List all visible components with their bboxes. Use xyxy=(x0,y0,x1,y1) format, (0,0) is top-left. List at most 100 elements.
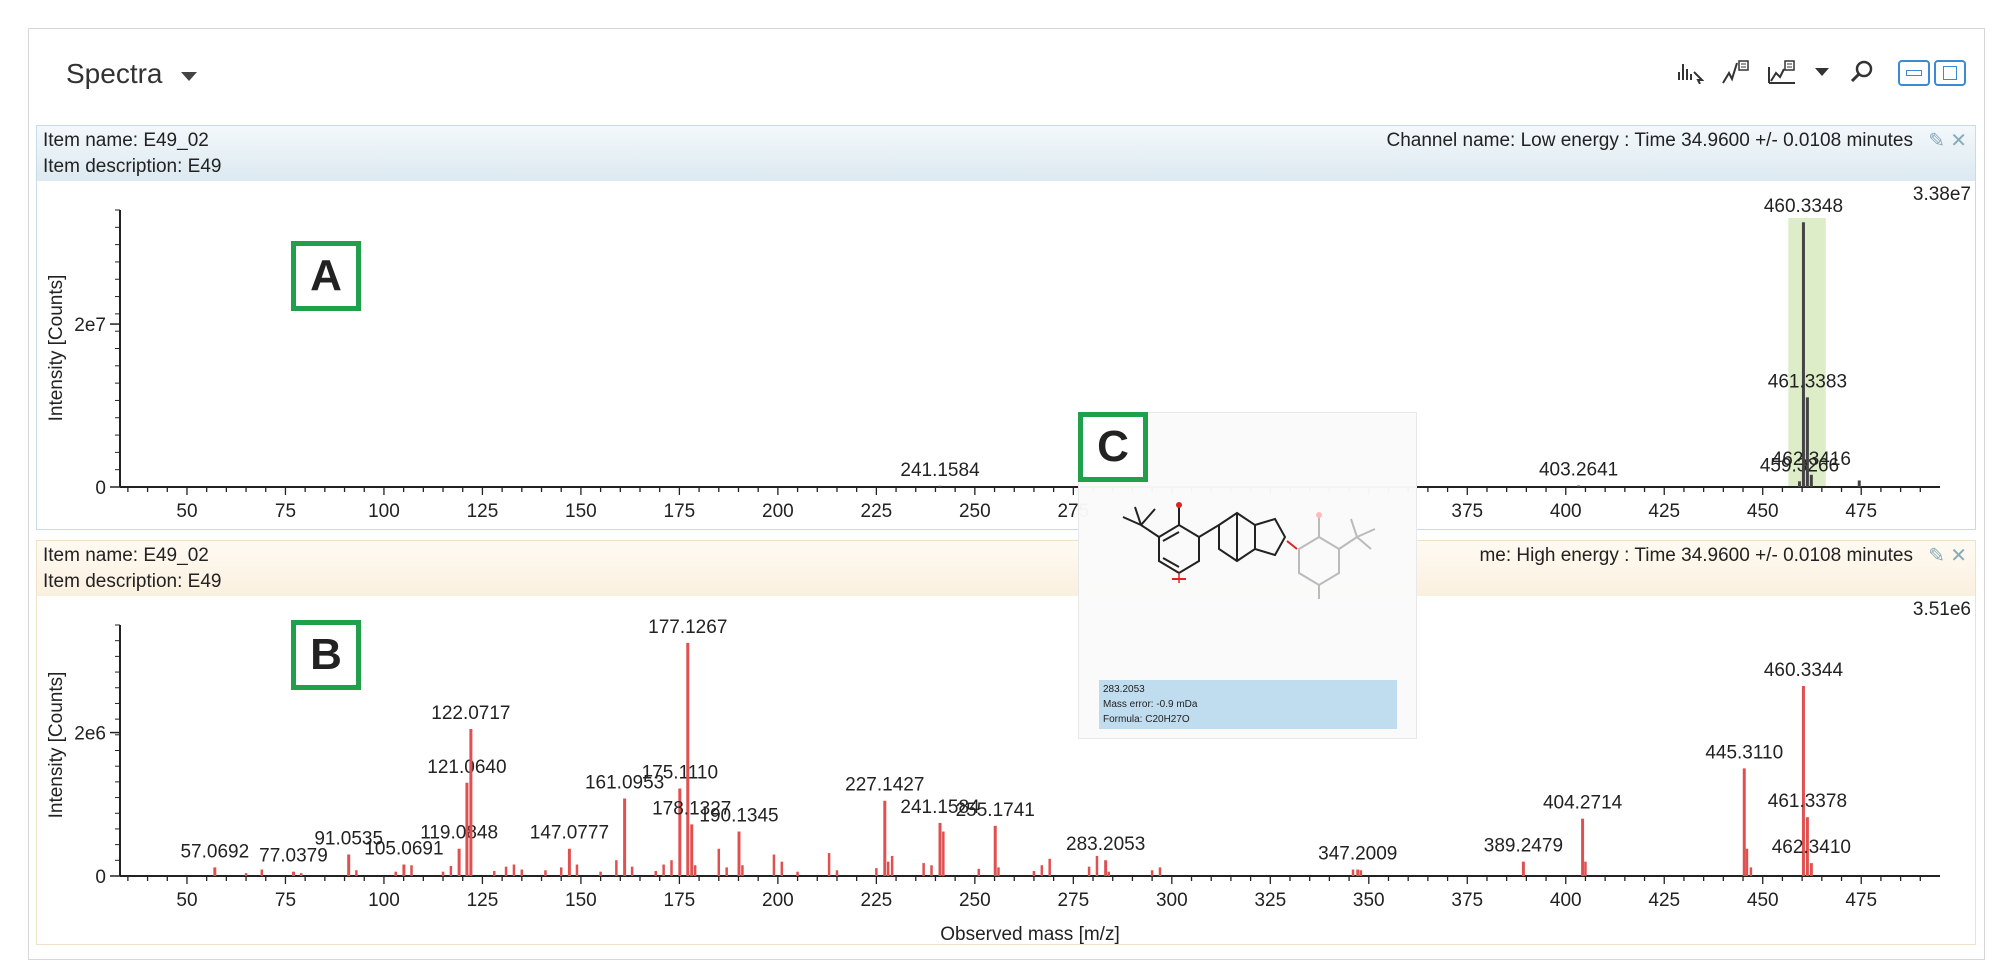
x-tick-label: 200 xyxy=(762,501,794,522)
max-intensity: 3.51e6 xyxy=(1912,599,1971,620)
x-tick-label: 350 xyxy=(1353,890,1385,911)
max-intensity: 3.38e7 xyxy=(1912,184,1971,205)
x-tick-label: 275 xyxy=(1057,890,1089,911)
peak-label: 462.3410 xyxy=(1772,837,1851,858)
x-tick-label: 425 xyxy=(1648,501,1680,522)
chart-low-energy: 50 75 100 125 150 175 200 225 250 275 375 400 425 450… xyxy=(46,196,1940,522)
item-description: Item description: E49 xyxy=(43,571,222,592)
peak-label: 389.2479 xyxy=(1484,836,1563,857)
peak-label: 241.1584 xyxy=(900,460,980,481)
chevron-down-icon xyxy=(180,71,197,81)
spectra-dropdown[interactable]: Spectra xyxy=(66,58,197,90)
item-name: Item name: E49_02 xyxy=(43,130,209,151)
x-tick-label: 75 xyxy=(275,890,296,911)
chart-high-energy: 50 75 100 125 150 175 200 225 250 275 300 325 350 375… xyxy=(46,617,1940,945)
x-tick-label: 50 xyxy=(176,501,197,522)
x-tick-label: 125 xyxy=(467,890,499,911)
restore-icon[interactable] xyxy=(1934,60,1966,86)
y-tick-label: 0 xyxy=(95,867,106,888)
peak-label: 178.1327 xyxy=(652,798,731,819)
close-icon[interactable]: ✕ xyxy=(1950,545,1967,567)
peak-label: 177.1267 xyxy=(648,617,727,638)
x-tick-label: 225 xyxy=(861,501,893,522)
x-tick-label: 100 xyxy=(368,890,400,911)
x-tick-label: 400 xyxy=(1550,890,1582,911)
x-tick-label: 475 xyxy=(1845,890,1877,911)
peak-label: 461.3383 xyxy=(1768,371,1847,392)
peak-label: 241.1584 xyxy=(900,797,980,818)
x-tick-label: 200 xyxy=(762,890,794,911)
peak-label: 77.0379 xyxy=(259,846,328,867)
fragment-mass: 283.2053 xyxy=(1103,684,1145,695)
peak-label: 462.3416 xyxy=(1772,449,1851,470)
x-tick-label: 175 xyxy=(664,501,696,522)
peak-label: 119.0848 xyxy=(420,823,498,844)
x-tick-label: 225 xyxy=(861,890,893,911)
close-icon[interactable]: ✕ xyxy=(1950,130,1967,152)
x-tick-label: 125 xyxy=(467,501,499,522)
peak-label: 105.0691 xyxy=(364,839,443,860)
structure-info: 283.2053 Mass error: -0.9 mDa Formula: C… xyxy=(1099,680,1397,729)
x-axis-label: Observed mass [m/z] xyxy=(940,924,1120,945)
y-tick-label: 2e7 xyxy=(74,315,106,336)
x-tick-label: 175 xyxy=(664,890,696,911)
x-tick-label: 450 xyxy=(1747,890,1779,911)
channel-name: Channel name: Low energy : Time 34.9600 … xyxy=(1386,130,1913,151)
formula: Formula: C20H27O xyxy=(1103,714,1190,725)
x-tick-label: 300 xyxy=(1156,890,1188,911)
x-tick-label: 75 xyxy=(275,501,296,522)
peak-label: 460.3348 xyxy=(1764,196,1843,217)
mass-error: Mass error: -0.9 mDa xyxy=(1103,699,1198,710)
peak-label: 57.0692 xyxy=(180,841,249,862)
peak-label: 403.2641 xyxy=(1539,460,1618,481)
spectrum-panel-low-energy: Item name: E49_02 Item description: E49 … xyxy=(36,125,1976,530)
peak-label: 121.0640 xyxy=(427,757,506,778)
item-description: Item description: E49 xyxy=(43,156,222,177)
peak-label: 461.3378 xyxy=(1768,791,1847,812)
panel-label-c: C xyxy=(1078,412,1148,482)
peak-label: 283.2053 xyxy=(1066,834,1145,855)
y-tick-label: 0 xyxy=(95,478,106,499)
item-name: Item name: E49_02 xyxy=(43,545,209,566)
zoom-icon[interactable] xyxy=(1847,58,1877,86)
peak-label: 190.1345 xyxy=(699,806,778,827)
channel-name: me: High energy : Time 34.9600 +/- 0.010… xyxy=(1479,545,1913,566)
peak-label: 175.1110 xyxy=(642,763,718,784)
y-tick-label: 2e6 xyxy=(74,724,106,745)
peak-label: 161.0953 xyxy=(585,773,664,794)
y-axis-label: Intensity [Counts] xyxy=(46,672,67,819)
peak-label: 227.1427 xyxy=(845,775,924,796)
window-controls xyxy=(1898,60,1966,86)
x-tick-label: 250 xyxy=(959,501,991,522)
peak-list-icon[interactable] xyxy=(1721,58,1751,86)
pin-icon[interactable]: ✎ xyxy=(1928,130,1945,152)
dropdown-icon[interactable] xyxy=(1813,58,1831,86)
panel-label-a: A xyxy=(291,241,361,311)
x-tick-label: 425 xyxy=(1648,890,1680,911)
x-tick-label: 50 xyxy=(176,890,197,911)
spectrum-select-icon[interactable] xyxy=(1675,58,1705,86)
peak-label: 347.2009 xyxy=(1318,844,1397,865)
x-tick-label: 250 xyxy=(959,890,991,911)
peak-label: 460.3344 xyxy=(1764,660,1844,681)
x-tick-label: 375 xyxy=(1451,890,1483,911)
spectra-window xyxy=(28,28,1985,960)
panel-header: Item name: E49_02 Item description: E49 … xyxy=(37,126,1975,181)
peak-label: 445.3110 xyxy=(1705,742,1783,763)
peak-label: 91.0535 xyxy=(314,828,383,849)
pin-icon[interactable]: ✎ xyxy=(1928,545,1945,567)
spectra-title: Spectra xyxy=(66,58,163,89)
minimize-icon[interactable] xyxy=(1898,60,1930,86)
x-tick-label: 475 xyxy=(1845,501,1877,522)
peak-label: 147.0777 xyxy=(530,823,609,844)
panel-header: Item name: E49_02 Item description: E49 … xyxy=(37,541,1975,596)
x-tick-label: 400 xyxy=(1550,501,1582,522)
molecule-structure-icon xyxy=(1122,502,1376,599)
x-tick-label: 100 xyxy=(368,501,400,522)
y-axis-label: Intensity [Counts] xyxy=(46,275,67,422)
peak-label: 459.3266 xyxy=(1760,455,1839,476)
x-tick-label: 375 xyxy=(1451,501,1483,522)
spectrum-list-icon[interactable] xyxy=(1767,58,1797,86)
x-tick-label: 325 xyxy=(1254,890,1286,911)
